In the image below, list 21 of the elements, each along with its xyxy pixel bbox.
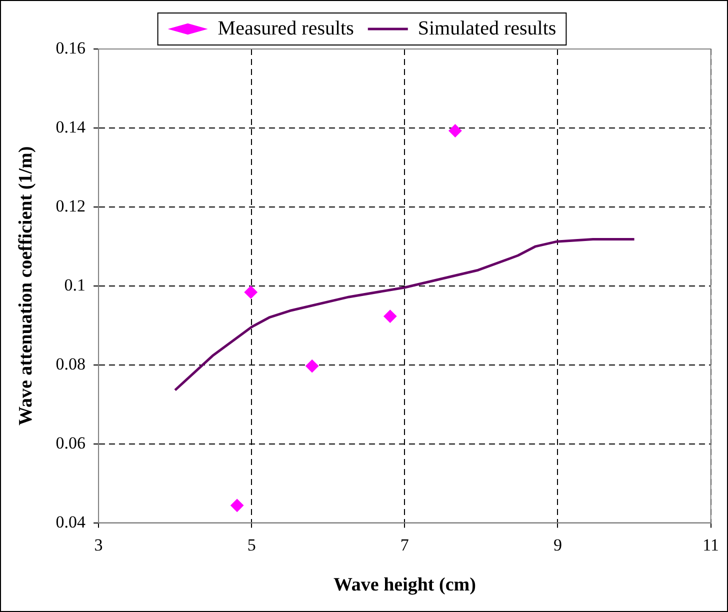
y-tick-label: 0.08 (56, 354, 86, 374)
y-tick-label: 0.12 (56, 196, 86, 216)
point (306, 360, 319, 373)
point (448, 124, 462, 138)
y-tick-label: 0.1 (64, 275, 86, 294)
point (230, 498, 244, 512)
x-tick-label: 5 (247, 535, 256, 554)
legend-label: Measured results (218, 17, 354, 40)
x-tick-label: 11 (702, 535, 720, 554)
y-tick-label: 0.16 (56, 38, 86, 58)
x-tick-label: 3 (94, 535, 103, 554)
y-axis-title: Wave attenuation coefficient (1/m) (15, 146, 36, 426)
point (244, 286, 258, 299)
point (384, 310, 397, 323)
y-tick-label: 0.14 (56, 117, 86, 136)
x-tick-label: 7 (400, 535, 410, 554)
x-tick-label: 9 (554, 535, 562, 554)
y-tick-label: 0.06 (56, 433, 86, 452)
y-tick-label: 0.04 (56, 512, 86, 532)
legend-label: Simulated results (418, 17, 556, 40)
x-axis-title: Wave height (cm) (333, 574, 476, 596)
